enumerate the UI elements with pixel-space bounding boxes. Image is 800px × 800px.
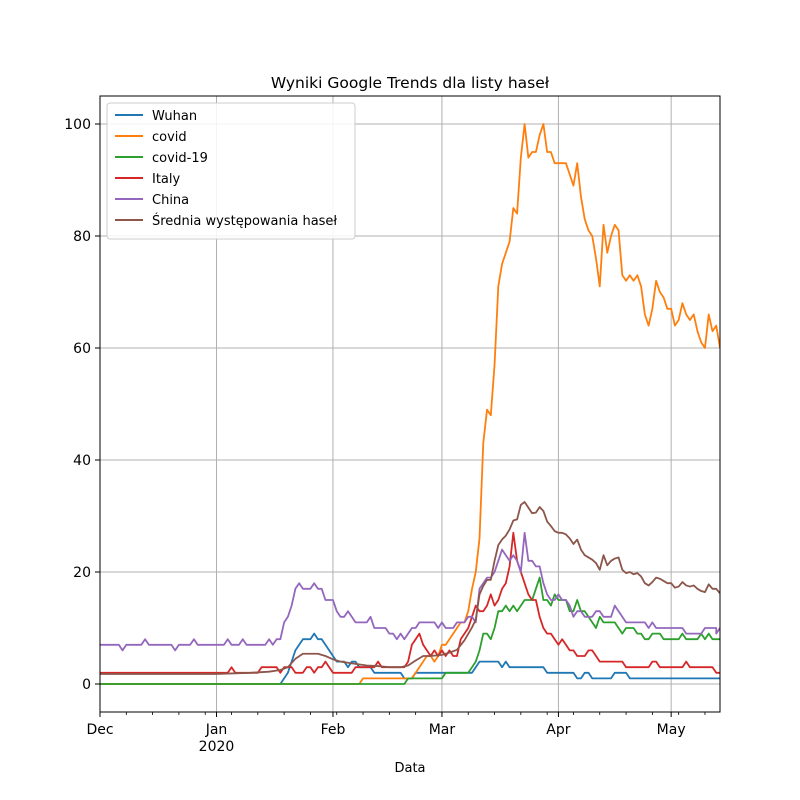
series-line-1 bbox=[100, 123, 720, 685]
legend-label: Wuhan bbox=[152, 109, 197, 124]
x-tick-label: Apr bbox=[546, 722, 570, 738]
x-tick-label: May bbox=[657, 722, 686, 738]
legend-label: Średnia występowania haseł bbox=[152, 213, 337, 229]
series-line-5 bbox=[100, 501, 720, 675]
y-tick-label: 100 bbox=[64, 117, 91, 133]
x-tick-label: Jan bbox=[205, 722, 228, 738]
y-tick-label: 80 bbox=[73, 229, 91, 245]
series-line-4 bbox=[100, 531, 720, 652]
legend-box bbox=[106, 102, 356, 240]
y-axis: 0 20 40 60 80 100 bbox=[64, 117, 100, 693]
y-tick-label: 60 bbox=[73, 341, 91, 357]
x-tick-sublabel: 2020 bbox=[199, 739, 235, 755]
x-tick-label: Feb bbox=[321, 722, 346, 738]
plot-frame bbox=[99, 95, 721, 713]
legend-label: covid-19 bbox=[152, 151, 208, 166]
y-tick-label: 0 bbox=[82, 677, 91, 693]
legend-label: Italy bbox=[152, 172, 181, 187]
legend-label: covid bbox=[152, 130, 187, 145]
x-axis-label: Data bbox=[394, 761, 425, 776]
series-line-0 bbox=[100, 632, 720, 685]
x-tick-label: Dec bbox=[86, 722, 113, 738]
chart-title: Wyniki Google Trends dla listy haseł bbox=[271, 74, 550, 92]
legend: Wuhan covid covid-19 Italy China Średnia wyst… bbox=[106, 102, 356, 240]
x-tick-label: Mar bbox=[429, 722, 456, 738]
series-line-2 bbox=[100, 576, 720, 685]
y-tick-label: 40 bbox=[73, 453, 91, 469]
legend-label: China bbox=[152, 193, 189, 208]
y-tick-label: 20 bbox=[73, 565, 91, 581]
series-layer bbox=[100, 123, 720, 685]
